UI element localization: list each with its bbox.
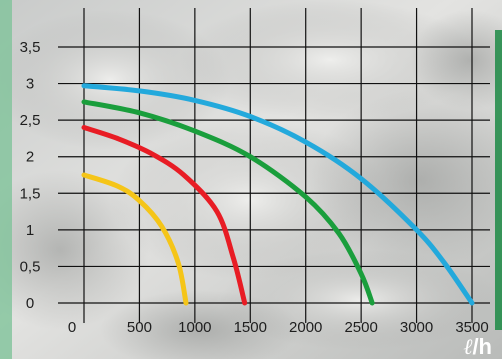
y-tick-label: 2 [26, 149, 34, 166]
x-tick-label: 2500 [344, 319, 377, 336]
x-tick-label: 1500 [234, 319, 267, 336]
y-tick-label: 0 [26, 295, 34, 312]
unit-liter: ℓ [463, 335, 473, 359]
series-line-2 [81, 99, 375, 306]
unit-per-hour: /h [472, 334, 492, 359]
x-tick-label: 500 [127, 319, 152, 336]
y-tick-label: 1 [26, 222, 34, 239]
x-tick-label: 3500 [455, 319, 488, 336]
chart-grid [58, 8, 490, 323]
y-tick-label: 2,5 [20, 112, 41, 129]
x-axis-ticks: 0 500 1000 1500 2000 2500 3000 3500 [68, 319, 489, 336]
y-tick-label: 3,5 [20, 39, 41, 56]
x-tick-label: 0 [68, 319, 76, 336]
chart-series [81, 83, 475, 306]
left-accent-bar [0, 0, 12, 359]
y-tick-label: 0,5 [20, 258, 41, 275]
y-tick-label: 1,5 [20, 185, 41, 202]
x-axis-unit-label: ℓ/h [463, 334, 492, 359]
x-tick-label: 3000 [400, 319, 433, 336]
x-tick-label: 2000 [289, 319, 322, 336]
x-tick-label: 1000 [178, 319, 211, 336]
right-accent-bar [495, 30, 502, 330]
series-line-0 [81, 172, 189, 306]
series-line-3 [81, 83, 475, 306]
y-axis-ticks: 0 0,5 1 1,5 2 2,5 3 3,5 [20, 39, 41, 312]
y-tick-label: 3 [26, 76, 34, 93]
